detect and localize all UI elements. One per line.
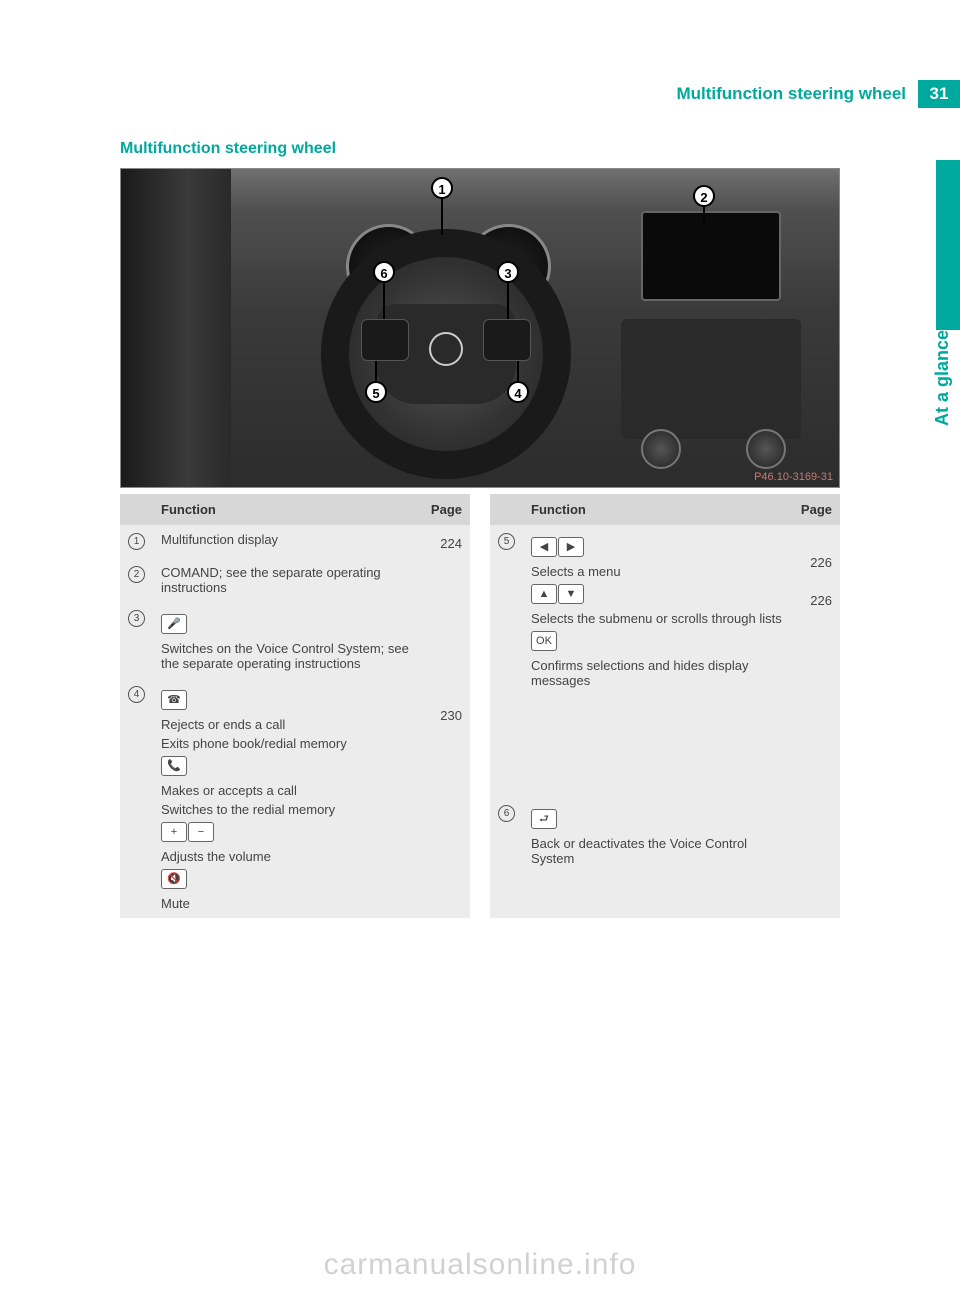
col-blank <box>120 494 153 525</box>
table-row: 2 COMAND; see the separate operating inst… <box>120 558 470 602</box>
climate-knob-right <box>746 429 786 469</box>
callout-line <box>441 195 443 235</box>
row-page: 226 226 <box>792 525 840 797</box>
callout-5: 5 <box>365 381 387 403</box>
row-index: 2 <box>120 558 153 602</box>
brand-emblem <box>429 332 463 366</box>
callout-line <box>507 279 509 319</box>
col-page: Page <box>422 494 470 525</box>
row-text: Exits phone book/redial memory <box>161 736 414 751</box>
dashboard-illustration: 1 2 3 4 5 6 P46.10-3169-31 <box>120 168 840 488</box>
col-function: Function <box>523 494 792 525</box>
row-page-inline: 226 <box>800 555 832 570</box>
callout-4: 4 <box>507 381 529 403</box>
row-text: Selects the submenu or scrolls through l… <box>531 611 784 626</box>
callout-2: 2 <box>693 185 715 207</box>
row-text: Switches on the Voice Control System; se… <box>161 641 414 671</box>
row-text: Back or deactivates the Voice Control Sy… <box>531 836 784 866</box>
row-text: Makes or accepts a call <box>161 783 414 798</box>
row-text: Multifunction display <box>161 532 278 547</box>
section-title: Multifunction steering wheel <box>120 140 870 158</box>
row-function: ◀▶ Selects a menu ▲▼ Selects the submenu or… <box>523 525 792 797</box>
callout-3: 3 <box>497 261 519 283</box>
row-page: 224 <box>422 525 470 558</box>
keycap-icon: OK <box>531 631 557 651</box>
function-table-right: Function Page 5 ◀▶ Selects a menu ▲▼ Selects… <box>490 494 840 918</box>
row-text: COMAND; see the separate operating instr… <box>161 565 381 595</box>
left-button-cluster <box>361 319 409 361</box>
row-text: Adjusts the volume <box>161 849 414 864</box>
table-row: 6 ⮐ Back or deactivates the Voice Control … <box>490 797 840 918</box>
row-function: COMAND; see the separate operating instr… <box>153 558 422 602</box>
steering-wheel <box>321 229 571 479</box>
row-function: ☎ Rejects or ends a call Exits phone book/… <box>153 678 422 918</box>
function-tables: Function Page 1Multifunction display2242… <box>120 494 840 918</box>
keycap-icon: 🔇 <box>161 869 187 889</box>
right-button-cluster <box>483 319 531 361</box>
table-row: 4 ☎ Rejects or ends a call Exits phone book… <box>120 678 470 918</box>
keycap-icon: + <box>161 822 187 842</box>
row-index: 4 <box>120 678 153 918</box>
table-row: 5 ◀▶ Selects a menu ▲▼ Selects the submenu o… <box>490 525 840 797</box>
row-page <box>422 602 470 678</box>
row-function: Multifunction display <box>153 525 422 558</box>
center-console <box>621 319 801 439</box>
keycap-icon: ☎ <box>161 690 187 710</box>
image-reference: P46.10-3169-31 <box>754 471 833 483</box>
col-blank <box>490 494 523 525</box>
row-text: Switches to the redial memory <box>161 802 414 817</box>
keycap-icon: ◀ <box>531 537 557 557</box>
keycap-icon: − <box>188 822 214 842</box>
row-function: ⮐ Back or deactivates the Voice Control S… <box>523 797 792 918</box>
row-index: 6 <box>490 797 523 918</box>
watermark: carmanualsonline.info <box>324 1248 637 1282</box>
row-page <box>422 558 470 602</box>
row-page: 230 <box>422 678 470 918</box>
table-row: 1 Multifunction display 224 <box>120 525 470 558</box>
keycap-icon: ▼ <box>558 584 584 604</box>
row-page <box>792 797 840 918</box>
callout-line <box>383 279 385 319</box>
keycap-icon: ▲ <box>531 584 557 604</box>
page-content: Multifunction steering wheel 1 2 3 4 5 <box>0 0 960 958</box>
callout-1: 1 <box>431 177 453 199</box>
col-function: Function <box>153 494 422 525</box>
callout-6: 6 <box>373 261 395 283</box>
keycap-icon: 🎤 <box>161 614 187 634</box>
keycap-icon: 📞 <box>161 756 187 776</box>
row-function: 🎤 Switches on the Voice Control System; s… <box>153 602 422 678</box>
col-page: Page <box>792 494 840 525</box>
row-text: Mute <box>161 896 414 911</box>
row-text: Rejects or ends a call <box>161 717 414 732</box>
row-page-inline: 226 <box>800 593 832 608</box>
row-index: 5 <box>490 525 523 797</box>
function-table-left: Function Page 1Multifunction display2242… <box>120 494 470 918</box>
row-text: Selects a menu <box>531 564 784 579</box>
row-text: Confirms selections and hides display me… <box>531 658 784 688</box>
row-page-inline: 230 <box>430 708 462 723</box>
row-index: 1 <box>120 525 153 558</box>
keycap-icon: ▶ <box>558 537 584 557</box>
door-panel <box>121 169 231 488</box>
row-index: 3 <box>120 602 153 678</box>
table-row: 3 🎤 Switches on the Voice Control System; … <box>120 602 470 678</box>
keycap-icon: ⮐ <box>531 809 557 829</box>
comand-display <box>641 211 781 301</box>
climate-knob-left <box>641 429 681 469</box>
